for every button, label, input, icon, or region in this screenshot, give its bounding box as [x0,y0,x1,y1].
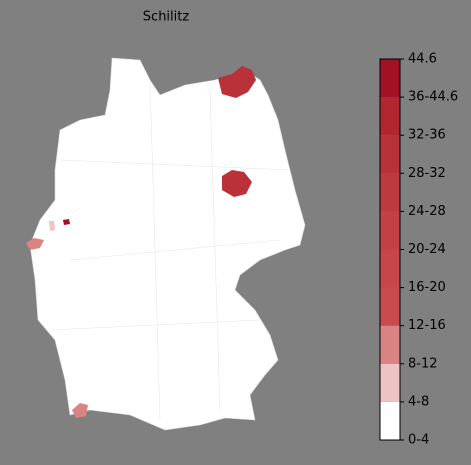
district-region [72,403,88,418]
district-region [26,238,44,250]
colorbar-label: 36-44.6 [408,90,458,105]
germany-map [26,57,306,431]
colorbar-label: 44.6 [408,52,437,67]
colorbar-label: 32-36 [408,128,446,143]
colorbar-segment [380,363,400,402]
colorbar-label: 20-24 [408,242,446,257]
district-region [222,170,252,197]
colorbar-segment [380,287,400,326]
colorbar-segment [380,401,400,440]
colorbar-label: 16-20 [408,280,446,295]
colorbar-label: 28-32 [408,166,446,181]
colorbar-segment [380,59,400,98]
colorbar-label: 0-4 [408,433,429,448]
colorbar-segment [380,325,400,364]
colorbar-segment [380,211,400,250]
district-region [63,219,70,225]
district-borders [49,79,291,421]
country-outline [29,57,306,431]
colorbar-segment [380,173,400,212]
map-title: Schilitz [143,10,190,25]
colorbar-segment [380,135,400,174]
colorbar-segment [380,249,400,288]
district-region [218,66,256,98]
district-region [49,221,55,231]
colorbar-label: 8-12 [408,356,438,371]
colorbar: 0-4 4-8 8-12 12-16 16-20 20-24 24-28 28-32 32-36… [379,52,458,448]
colorbar-label: 12-16 [408,318,446,333]
colorbar-segment [380,97,400,136]
colorbar-label: 24-28 [408,204,446,219]
colorbar-label: 4-8 [408,394,429,409]
